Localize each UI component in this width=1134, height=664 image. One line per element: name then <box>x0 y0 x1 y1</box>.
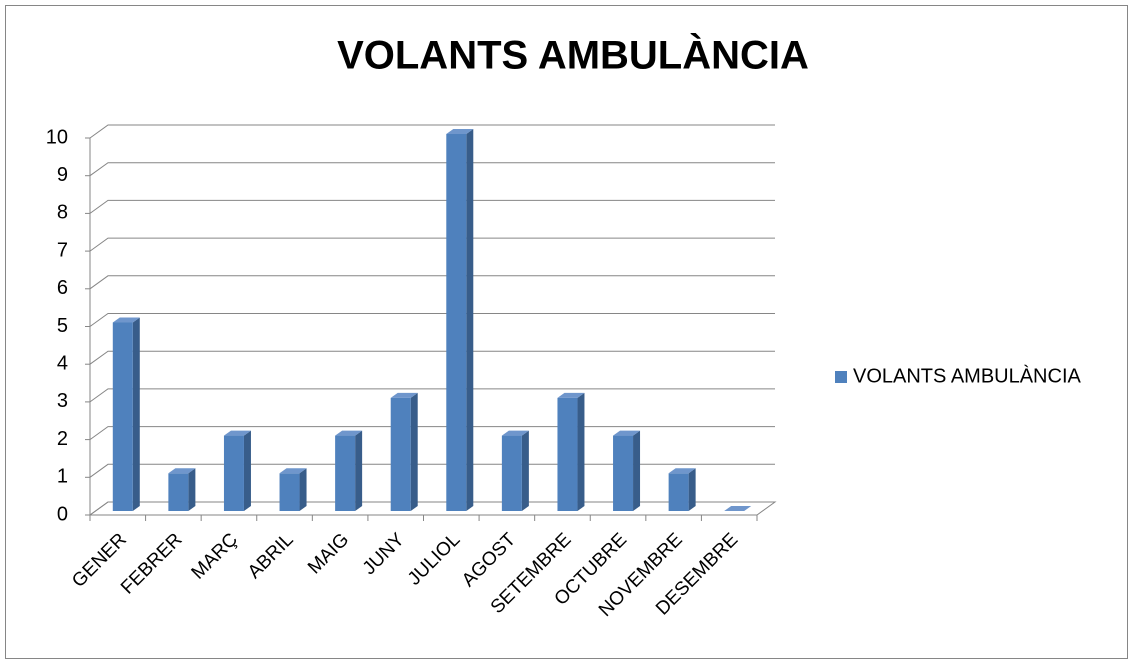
bar-top <box>557 392 585 398</box>
y-tick-label: 5 <box>57 315 68 337</box>
y-tick-label: 3 <box>57 390 68 412</box>
grid-line <box>89 501 775 516</box>
bar-top <box>335 430 363 436</box>
bar-top <box>223 430 251 436</box>
y-tick-label: 7 <box>57 239 68 261</box>
bar-top <box>446 129 474 134</box>
y-tick-label: 9 <box>57 164 68 186</box>
bar-side <box>633 430 641 511</box>
bar-top <box>501 430 529 436</box>
grid-line <box>89 313 775 327</box>
grid-line <box>89 275 775 290</box>
bar-side <box>188 468 196 511</box>
y-tick-label: 1 <box>57 466 68 488</box>
chart-title: VOLANTS AMBULÀNCIA <box>337 33 809 78</box>
grid-line <box>89 463 775 478</box>
legend-label: VOLANTS AMBULÀNCIA <box>853 364 1082 387</box>
bar-side <box>577 392 585 511</box>
bar <box>223 435 244 511</box>
bar <box>390 397 411 511</box>
chart-border <box>5 5 1128 659</box>
y-tick-label: 2 <box>57 428 68 450</box>
grid-line <box>89 388 775 403</box>
bar <box>668 473 689 511</box>
bar-top <box>390 392 418 398</box>
bar <box>335 435 356 511</box>
y-tick-label: 8 <box>57 202 68 224</box>
grid-line <box>89 350 775 365</box>
bar <box>557 397 578 511</box>
bar-side <box>243 430 251 511</box>
y-tick-label: 6 <box>57 277 68 299</box>
bar-side <box>410 392 418 511</box>
bar-top <box>613 430 641 436</box>
y-tick-label: 0 <box>57 503 68 525</box>
bar-top <box>724 506 752 511</box>
bar-side <box>132 317 140 511</box>
bar-side <box>521 430 529 511</box>
bar-top <box>112 317 140 323</box>
bar-side <box>355 430 363 511</box>
grid-line <box>89 162 775 177</box>
grid-line <box>89 426 775 441</box>
grid-line <box>89 237 775 252</box>
bar <box>112 322 133 511</box>
bar <box>613 435 634 511</box>
grid-line <box>89 124 775 139</box>
bar <box>501 435 522 511</box>
bar-top <box>168 468 196 474</box>
y-tick-label: 4 <box>57 352 68 374</box>
bar-top <box>668 468 696 474</box>
bar-top <box>279 468 307 474</box>
bar-side <box>466 129 474 511</box>
bar <box>168 473 189 511</box>
legend-swatch <box>835 371 847 383</box>
bar <box>279 473 300 511</box>
bar <box>446 134 467 511</box>
bar-side <box>299 468 307 511</box>
y-tick-label: 10 <box>46 126 68 148</box>
bar-side <box>688 468 696 511</box>
grid-line <box>89 199 775 214</box>
